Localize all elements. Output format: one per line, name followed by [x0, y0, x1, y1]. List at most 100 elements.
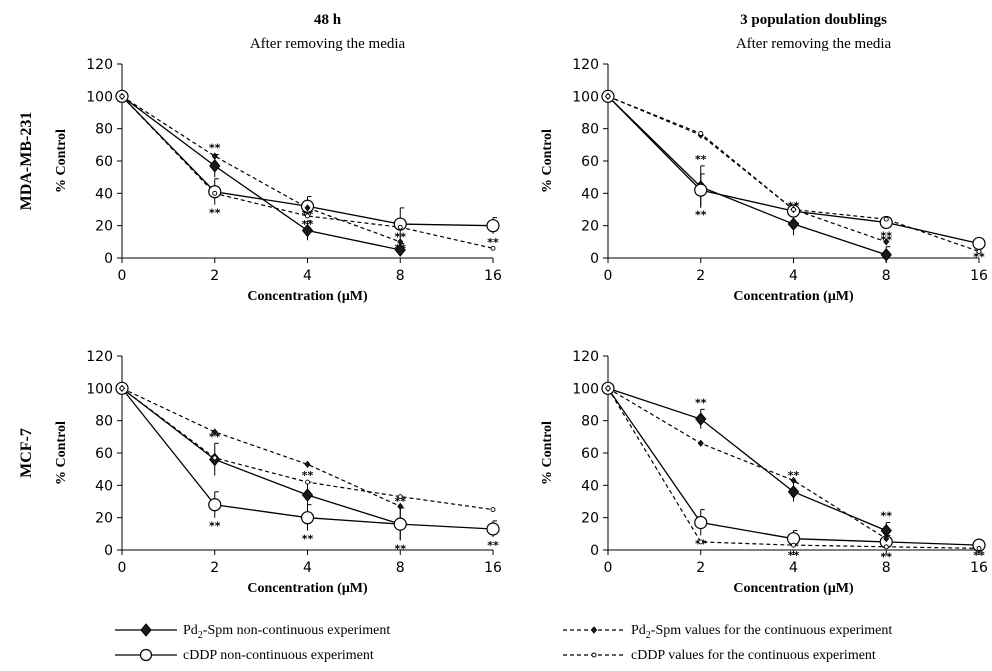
chart-panel-2: 0 20 40 60 80 100 120 0 2 4 8 16 Concentration (μM)%… — [540, 12, 988, 304]
x-tick-label: 2 — [696, 268, 705, 284]
data-point-small-circle — [605, 385, 611, 391]
legend: Pd2-Spm non-continuous experiment cDDP no… — [115, 623, 892, 663]
x-tick-label: 8 — [396, 560, 405, 576]
series-line-0 — [607, 95, 887, 256]
x-tick-label: 16 — [970, 560, 988, 576]
x-tick-label: 2 — [696, 560, 705, 576]
data-point-diamond — [695, 412, 707, 426]
significance-marker: ** — [394, 542, 406, 555]
series-line-3 — [607, 388, 980, 549]
significance-marker: ** — [209, 207, 221, 220]
x-axis-label: Concentration (μM) — [733, 289, 854, 304]
significance-marker: ** — [394, 495, 406, 508]
significance-marker: ** — [973, 549, 985, 562]
x-axis-label: Concentration (μM) — [247, 581, 368, 596]
data-point-small-circle — [305, 479, 310, 485]
y-axis-label: % Control — [540, 421, 555, 485]
y-tick-label: 20 — [95, 219, 113, 235]
x-tick-label: 4 — [789, 560, 798, 576]
y-axis-label: % Control — [54, 129, 69, 193]
x-tick-label: 0 — [118, 268, 127, 284]
x-tick-label: 8 — [396, 268, 405, 284]
data-point-small-circle — [698, 131, 704, 136]
y-tick-label: 100 — [572, 381, 599, 397]
y-tick-label: 60 — [95, 446, 113, 462]
x-tick-label: 8 — [882, 268, 891, 284]
legend-marker-small-diamond — [590, 626, 598, 634]
legend-label-part: cDDP values for the continuous experimen… — [631, 648, 876, 663]
data-point-small-circle — [883, 544, 889, 550]
y-tick-label: 60 — [581, 154, 599, 170]
legend-label-part: Pd — [631, 623, 646, 638]
y-tick-label: 80 — [95, 414, 113, 430]
y-tick-label: 40 — [95, 186, 113, 202]
x-tick-label: 0 — [118, 560, 127, 576]
legend-label: cDDP non-continuous experiment — [183, 648, 374, 663]
data-point-diamond — [394, 243, 406, 257]
x-tick-label: 16 — [484, 560, 502, 576]
legend-label: Pd2-Spm non-continuous experiment — [183, 623, 390, 641]
y-tick-label: 100 — [86, 89, 113, 105]
data-point-diamond — [301, 488, 314, 502]
data-point-circle — [208, 498, 222, 512]
legend-label: Pd2-Spm values for the continuous experi… — [631, 623, 892, 641]
data-point-small-circle — [212, 455, 218, 461]
data-point-diamond — [880, 523, 892, 538]
series-line-0 — [607, 387, 887, 532]
significance-marker: ** — [880, 510, 892, 523]
significance-marker: ** — [302, 533, 314, 546]
significance-marker: ** — [880, 229, 892, 242]
y-tick-label: 80 — [581, 122, 599, 138]
x-tick-label: 2 — [210, 560, 219, 576]
significance-marker: ** — [302, 469, 314, 482]
significance-marker: ** — [788, 549, 800, 562]
data-point-small-circle — [791, 207, 796, 212]
significance-marker: ** — [788, 469, 800, 482]
data-point-diamond — [301, 223, 314, 238]
legend-label-part: -Spm values for the continuous experimen… — [651, 623, 893, 638]
data-point-diamond — [787, 217, 800, 231]
legend-label-part: cDDP non-continuous experiment — [183, 648, 374, 663]
data-point-circle — [694, 183, 708, 197]
data-point-circle — [694, 515, 708, 530]
data-point-circle — [393, 517, 407, 531]
data-point-small-diamond — [211, 428, 218, 436]
data-point-diamond — [880, 247, 892, 262]
y-tick-label: 60 — [95, 154, 113, 170]
y-tick-label: 20 — [581, 219, 599, 235]
series-line-2 — [607, 387, 887, 540]
y-tick-label: 40 — [581, 478, 599, 494]
chart-subtitle: After removing the media — [736, 36, 892, 52]
y-tick-label: 0 — [590, 543, 599, 559]
y-tick-label: 120 — [572, 57, 599, 73]
data-point-small-circle — [490, 507, 496, 513]
significance-marker: ** — [973, 250, 985, 263]
y-tick-label: 100 — [86, 381, 113, 397]
legend-label-subscript: 2 — [646, 630, 651, 641]
legend-label-subscript: 2 — [198, 630, 203, 641]
significance-marker: ** — [209, 142, 221, 155]
y-tick-label: 80 — [95, 122, 113, 138]
chart-panel-3: 0 20 40 60 80 100 120 0 2 4 8 16 Concentration (μM)%… — [18, 349, 502, 596]
y-tick-label: 40 — [95, 478, 113, 494]
data-point-circle — [486, 219, 500, 233]
series-line-0 — [121, 387, 401, 525]
significance-marker: ** — [209, 430, 221, 443]
significance-marker: ** — [209, 520, 221, 533]
x-tick-label: 0 — [604, 560, 613, 576]
y-tick-label: 120 — [572, 349, 599, 365]
legend-marker-circle — [139, 648, 153, 662]
data-point-diamond — [209, 159, 221, 173]
series-line-2 — [121, 95, 401, 243]
x-tick-label: 8 — [882, 560, 891, 576]
y-tick-label: 0 — [590, 251, 599, 267]
significance-marker: ** — [695, 153, 707, 166]
data-point-circle — [972, 236, 986, 251]
chart-panel-4: 0 20 40 60 80 100 120 0 2 4 8 16 Concentration (μM)%… — [540, 349, 988, 596]
x-tick-label: 16 — [970, 268, 988, 284]
legend-item-4: cDDP values for the continuous experimen… — [563, 648, 876, 663]
y-axis-label: % Control — [54, 421, 69, 485]
data-point-circle — [486, 522, 500, 536]
y-tick-label: 80 — [581, 414, 599, 430]
